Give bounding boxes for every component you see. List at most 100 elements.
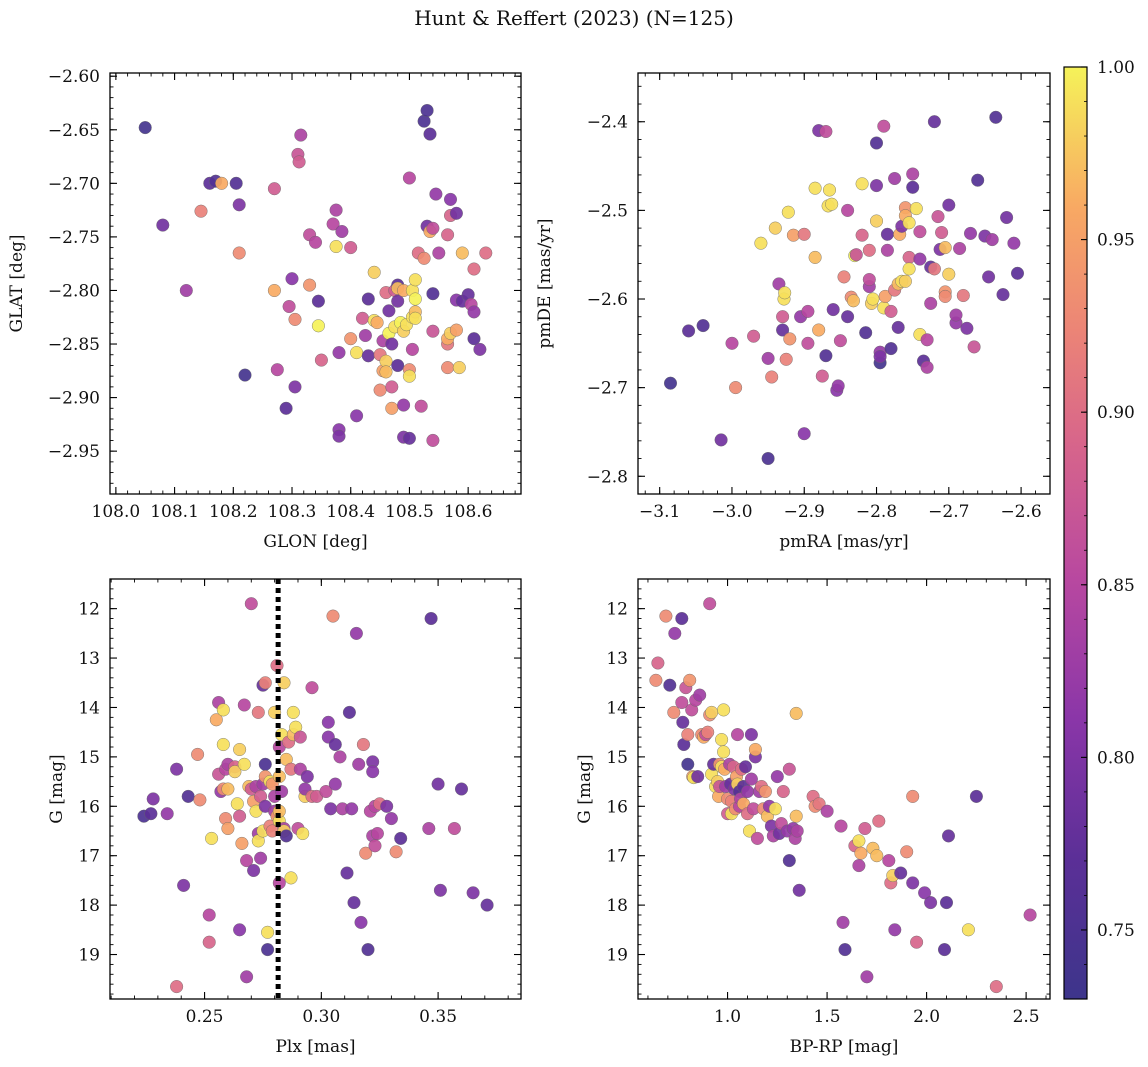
data-point [894,866,908,880]
y-tick-label: 14 [606,698,628,718]
data-point [682,324,696,338]
data-point [815,369,829,383]
data-point [391,359,405,373]
data-point [789,706,803,720]
data-point [849,248,863,262]
data-point [344,332,358,346]
data-point [429,187,443,201]
data-point [741,785,755,799]
data-point [651,656,665,670]
data-point [402,431,416,445]
data-point [931,210,945,224]
data-point [790,824,804,838]
data-point [333,750,347,764]
data-point [768,802,782,816]
data-point [781,205,795,219]
data-point [681,757,695,771]
data-point [924,296,938,310]
data-point [420,103,434,117]
data-point [701,725,715,739]
data-point [233,809,247,823]
y-tick-label: −2.95 [48,442,100,462]
panel-position: 108.0 108.1 108.2 108.3 108.4 108.5 108.6 −2.95… [7,67,522,552]
data-point [765,370,779,384]
y-tick-label: 17 [78,847,100,867]
data-point [402,369,416,383]
data-point [873,350,887,364]
x-tick-label: 108.1 [150,502,199,522]
data-point [1000,210,1014,224]
data-point [846,294,860,308]
x-tick-label: 108.2 [209,502,258,522]
data-point [801,304,815,318]
y-tick-label: −2.7 [587,379,628,399]
data-point [938,241,952,255]
data-point [455,246,469,260]
data-point [913,225,927,239]
data-point [368,839,382,853]
y-tick-label: 14 [78,698,100,718]
data-point [731,728,745,742]
data-point [293,730,307,744]
data-point [754,236,768,250]
data-point [878,289,892,303]
data-point [426,433,440,447]
data-point [938,943,952,957]
data-point [288,380,302,394]
data-point [292,155,306,169]
data-point [902,250,916,264]
data-point [675,612,689,626]
data-point [854,846,868,860]
data-point [345,802,359,816]
data-point [426,287,440,301]
y-axis-label: pmDE [mas/yr] [535,218,555,348]
data-point [675,696,689,710]
data-point [748,743,762,757]
data-point [884,342,898,356]
data-point [927,115,941,129]
data-point [906,180,920,194]
data-point [744,728,758,742]
data-point [232,198,246,212]
data-point [221,782,235,796]
data-point [286,705,300,719]
data-point [747,329,761,343]
data-point [989,980,1003,994]
data-point [332,346,346,360]
colorbar: 0.75 0.80 0.85 0.90 0.95 1.00 [1063,58,1135,1000]
data-point [836,915,850,929]
data-point [426,221,440,235]
data-point [408,292,422,306]
data-point [964,226,978,240]
data-point [205,831,219,845]
data-point [332,429,346,443]
colorbar-tick-label: 0.95 [1097,231,1135,251]
panel-parallax-magnitude: 0.25 0.30 0.35 12 13 14 15 16 17 18 19 Plx [mas] G [… [47,578,522,1057]
data-point [349,626,363,640]
data-point [328,777,342,791]
data-point [284,871,298,885]
data-point [258,676,272,690]
data-point [447,822,461,836]
data-point [179,284,193,298]
data-point [385,337,399,351]
data-point [782,854,796,868]
data-point [826,303,840,317]
data-point [342,705,356,719]
data-point [455,782,469,796]
colorbar-tick-label: 0.75 [1097,921,1135,941]
data-point [467,305,481,319]
data-point [956,289,970,303]
data-point [358,329,372,343]
colorbar-tick-label: 0.90 [1097,403,1135,423]
data-point [146,792,160,806]
data-point [862,273,876,287]
data-point [193,793,207,807]
x-tick-label: −3.1 [639,502,680,522]
data-point [870,214,884,228]
data-point [247,864,261,878]
x-tick-label: −2.6 [1000,502,1041,522]
data-point [862,243,876,257]
x-tick-label: −2.7 [928,502,969,522]
data-point [985,233,999,247]
